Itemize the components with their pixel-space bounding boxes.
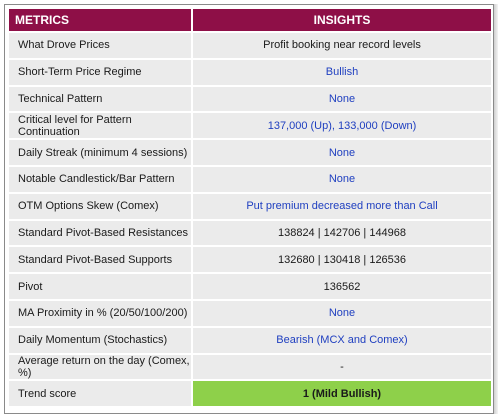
table-row: Standard Pivot-Based Supports 132680 | 13… <box>8 246 492 274</box>
table-row: What Drove Prices Profit booking near rec… <box>8 32 492 59</box>
insight-value: 137,000 (Up), 133,000 (Down) <box>192 112 492 140</box>
metric-label: What Drove Prices <box>8 32 192 59</box>
trend-score-label: Trend score <box>8 380 192 408</box>
insights-column-header: INSIGHTS <box>192 8 492 32</box>
metric-label: Daily Streak (minimum 4 sessions) <box>8 139 192 166</box>
insight-value: 138824 | 142706 | 144968 <box>192 219 492 247</box>
insight-value: Bullish <box>192 58 492 86</box>
table-row: Short-Term Price Regime Bullish <box>8 58 492 86</box>
table-header-row: METRICS INSIGHTS <box>8 8 492 32</box>
metric-label: OTM Options Skew (Comex) <box>8 192 192 220</box>
metric-label: MA Proximity in % (20/50/100/200) <box>8 299 192 327</box>
table-row: Daily Momentum (Stochastics) Bearish (MCX… <box>8 326 492 354</box>
insight-value: None <box>192 299 492 327</box>
metric-label: Daily Momentum (Stochastics) <box>8 326 192 354</box>
table-row: OTM Options Skew (Comex) Put premium decr… <box>8 192 492 220</box>
metric-label: Short-Term Price Regime <box>8 58 192 86</box>
trend-score-value: 1 (Mild Bullish) <box>192 380 492 408</box>
insight-value: 136562 <box>192 273 492 300</box>
table-row: Standard Pivot-Based Resistances 138824 |… <box>8 219 492 247</box>
table-row: Pivot 136562 <box>8 273 492 300</box>
metrics-column-header: METRICS <box>8 8 192 32</box>
insight-value: None <box>192 85 492 113</box>
table-row: Notable Candlestick/Bar Pattern None <box>8 165 492 193</box>
insight-value: None <box>192 165 492 193</box>
metric-label: Standard Pivot-Based Resistances <box>8 219 192 247</box>
table-row: Daily Streak (minimum 4 sessions) None <box>8 139 492 166</box>
insights-table: METRICS INSIGHTS What Drove Prices Profit… <box>8 8 492 408</box>
table-row: Critical level for Pattern Continuation 1… <box>8 112 492 140</box>
metric-label: Pivot <box>8 273 192 300</box>
insight-value: None <box>192 139 492 166</box>
metric-label: Technical Pattern <box>8 85 192 113</box>
trend-score-row: Trend score 1 (Mild Bullish) <box>8 380 492 408</box>
table-body: What Drove Prices Profit booking near rec… <box>8 32 492 408</box>
insight-value: - <box>192 353 492 381</box>
table-row: MA Proximity in % (20/50/100/200) None <box>8 299 492 327</box>
insight-value: Profit booking near record levels <box>192 32 492 59</box>
insight-value: 132680 | 130418 | 126536 <box>192 246 492 274</box>
table-row: Average return on the day (Comex, %) - <box>8 353 492 381</box>
metric-label: Standard Pivot-Based Supports <box>8 246 192 274</box>
insight-value: Bearish (MCX and Comex) <box>192 326 492 354</box>
insight-value: Put premium decreased more than Call <box>192 192 492 220</box>
metric-label: Critical level for Pattern Continuation <box>8 112 192 140</box>
table-row: Technical Pattern None <box>8 85 492 113</box>
metric-label: Notable Candlestick/Bar Pattern <box>8 165 192 193</box>
frame-shadow <box>494 4 498 414</box>
metric-label: Average return on the day (Comex, %) <box>8 353 192 381</box>
